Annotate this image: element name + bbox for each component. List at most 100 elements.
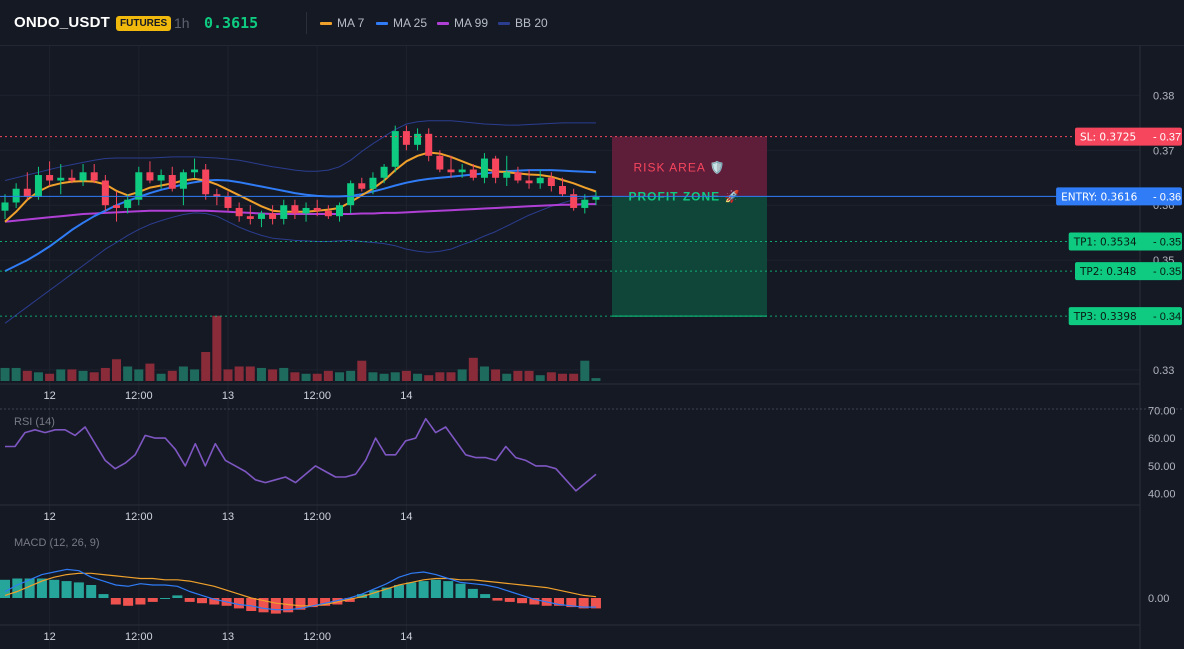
candle-body: [202, 169, 210, 195]
legend-ma99[interactable]: MA 99: [437, 16, 488, 30]
candle-body: [79, 172, 87, 181]
macd-histogram-bar: [369, 590, 380, 598]
legend-ma7[interactable]: MA 7: [320, 16, 364, 30]
candle-body: [57, 177, 65, 181]
volume-bar: [580, 360, 590, 381]
candle-body: [280, 205, 288, 219]
stop-loss-label-axis: - 0.37: [1153, 132, 1181, 144]
volume-bar: [357, 360, 367, 381]
volume-bar: [301, 373, 311, 381]
legend-label-ma99: MA 99: [454, 16, 489, 30]
candle-body: [68, 177, 76, 181]
candle-body: [514, 172, 522, 181]
macd-histogram-bar: [381, 587, 392, 598]
legend-ma25[interactable]: MA 25: [376, 16, 427, 30]
macd-histogram-bar: [393, 585, 404, 598]
candle-body: [336, 205, 343, 217]
candle-body: [358, 183, 366, 189]
macd-histogram-bar: [418, 581, 429, 598]
volume-bar: [112, 359, 121, 381]
candle-body: [191, 169, 199, 173]
macd-histogram-bar: [246, 598, 257, 611]
time-axis-tick: 12:00: [125, 511, 153, 523]
candle-body: [559, 186, 566, 195]
macd-histogram-bar: [344, 598, 355, 602]
volume-bar: [546, 372, 556, 381]
timeframe-label[interactable]: 1h: [174, 15, 190, 31]
entry-label-bg: [1056, 187, 1182, 206]
legend-bb20[interactable]: BB 20: [498, 16, 548, 30]
macd-histogram-bar: [430, 579, 441, 598]
time-axis-tick: 12:00: [125, 390, 153, 402]
macd-histogram-bar: [517, 598, 528, 604]
bb-upper-line: [4, 120, 596, 181]
macd-histogram-bar: [172, 595, 183, 598]
risk-zone-label: RISK AREA 🛡️: [634, 161, 726, 175]
volume-bar: [569, 373, 579, 381]
candle-body: [391, 131, 399, 167]
candle-body: [1, 202, 9, 211]
time-axis-tick: 13: [222, 390, 234, 402]
time-axis-tick: 12:00: [303, 390, 331, 402]
volume-bar: [479, 366, 489, 381]
time-axis-tick: 12:00: [303, 511, 331, 523]
symbol-label[interactable]: ONDO_USDT: [14, 14, 110, 31]
volume-bar: [22, 370, 32, 381]
candle-body: [436, 155, 444, 170]
legend-swatch-ma7: [320, 21, 332, 25]
candle-body: [380, 166, 388, 178]
take-profit-label-2: TP2: 0.348: [1079, 266, 1136, 278]
macd-histogram-bar: [443, 581, 454, 598]
volume-bar: [45, 373, 55, 381]
candle-body: [213, 194, 221, 197]
bb-lower-line: [4, 194, 597, 324]
volume-bar: [290, 372, 300, 381]
volume-bar: [201, 352, 211, 381]
take-profit-label-3-bg: [1068, 307, 1182, 326]
legend-swatch-bb20: [498, 21, 510, 25]
volume-bar: [491, 369, 501, 381]
candle-body: [101, 180, 109, 206]
take-profit-label-1-bg: [1068, 232, 1182, 251]
macd-histogram-bar: [332, 598, 343, 605]
candle-body: [157, 175, 165, 181]
time-axis-tick: 14: [400, 631, 412, 643]
legend-swatch-ma25: [376, 21, 388, 25]
macd-histogram-bar: [98, 594, 109, 598]
macd-histogram-bar: [320, 598, 331, 606]
volume-bar: [178, 366, 188, 381]
volume-bar: [457, 369, 467, 381]
volume-bar: [33, 372, 43, 381]
macd-histogram-bar: [283, 598, 294, 613]
price-axis-tick: 0.38: [1153, 90, 1174, 102]
candle-body: [469, 169, 477, 178]
volume-bar: [535, 375, 545, 381]
macd-line: [4, 568, 596, 611]
rsi-axis-tick: 50.00: [1148, 461, 1176, 473]
volume-bar: [190, 369, 200, 381]
volume-bar: [591, 378, 601, 381]
macd-histogram-bar: [233, 598, 244, 609]
take-profit-label-3-axis: - 0.34: [1153, 311, 1181, 323]
macd-histogram-bar: [24, 578, 35, 598]
ma99-line: [4, 203, 596, 223]
candle-body: [425, 133, 433, 156]
volume-bar: [468, 357, 478, 381]
macd-histogram-bar: [12, 578, 23, 598]
time-axis-tick: 13: [222, 631, 234, 643]
candle-body: [503, 172, 511, 178]
volume-bar: [268, 369, 278, 381]
macd-histogram-bar: [160, 598, 171, 599]
volume-bar: [401, 370, 411, 381]
take-profit-label-1-axis: - 0.35: [1153, 236, 1181, 248]
macd-histogram-bar: [307, 598, 318, 608]
volume-bar: [346, 370, 356, 381]
legend-label-ma25: MA 25: [393, 16, 428, 30]
volume-bar: [312, 373, 322, 381]
header-divider: [306, 12, 307, 34]
time-axis-tick: 12:00: [303, 631, 331, 643]
macd-histogram-bar: [480, 594, 491, 598]
macd-histogram-bar: [73, 582, 84, 598]
volume-bar: [56, 369, 66, 381]
